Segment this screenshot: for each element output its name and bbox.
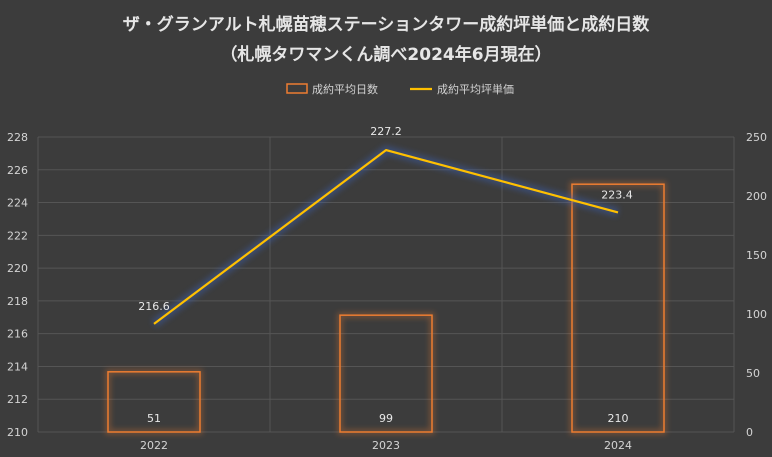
line-glow bbox=[151, 145, 620, 328]
chart-title: ザ・グランアルト札幌苗穂ステーションタワー成約坪単価と成約日数 bbox=[122, 15, 650, 35]
line-data-label: 227.2 bbox=[370, 125, 402, 138]
y-left-tick-label: 214 bbox=[7, 360, 28, 373]
y-left-tick-label: 224 bbox=[7, 197, 28, 210]
y-right-tick-label: 50 bbox=[746, 367, 760, 380]
y-left-tick-label: 228 bbox=[7, 131, 28, 144]
line-data-label: 223.4 bbox=[601, 188, 633, 201]
y-left-tick-label: 226 bbox=[7, 164, 28, 177]
bar-data-label: 210 bbox=[608, 412, 629, 425]
chart-subtitle: （札幌タワマンくん調べ2024年6月現在） bbox=[220, 45, 552, 65]
y-left-tick-label: 210 bbox=[7, 426, 28, 439]
bar-glow bbox=[569, 181, 667, 435]
y-left-tick-label: 212 bbox=[7, 393, 28, 406]
y-right-tick-label: 100 bbox=[746, 308, 767, 321]
y-left-tick-label: 220 bbox=[7, 262, 28, 275]
y-right-tick-label: 0 bbox=[746, 426, 753, 439]
series-line bbox=[153, 149, 619, 325]
legend-label-line: 成約平均坪単価 bbox=[437, 82, 514, 96]
bar bbox=[339, 314, 433, 433]
bar bbox=[571, 183, 665, 433]
y-left-tick-label: 222 bbox=[7, 229, 28, 242]
x-tick-label: 2024 bbox=[604, 439, 632, 452]
x-tick-label: 2023 bbox=[372, 439, 400, 452]
legend-swatch-bar bbox=[286, 83, 308, 94]
bar-data-label: 99 bbox=[379, 412, 393, 425]
y-left-tick-label: 218 bbox=[7, 295, 28, 308]
bar-data-label: 51 bbox=[147, 412, 161, 425]
y-right-tick-label: 150 bbox=[746, 249, 767, 262]
y-left-tick-label: 216 bbox=[7, 328, 28, 341]
y-right-tick-label: 250 bbox=[746, 131, 767, 144]
bar bbox=[107, 371, 201, 433]
legend-label-bar: 成約平均日数 bbox=[312, 82, 378, 96]
y-right-tick-label: 200 bbox=[746, 190, 767, 203]
x-tick-label: 2022 bbox=[140, 439, 168, 452]
line-data-label: 216.6 bbox=[138, 300, 170, 313]
